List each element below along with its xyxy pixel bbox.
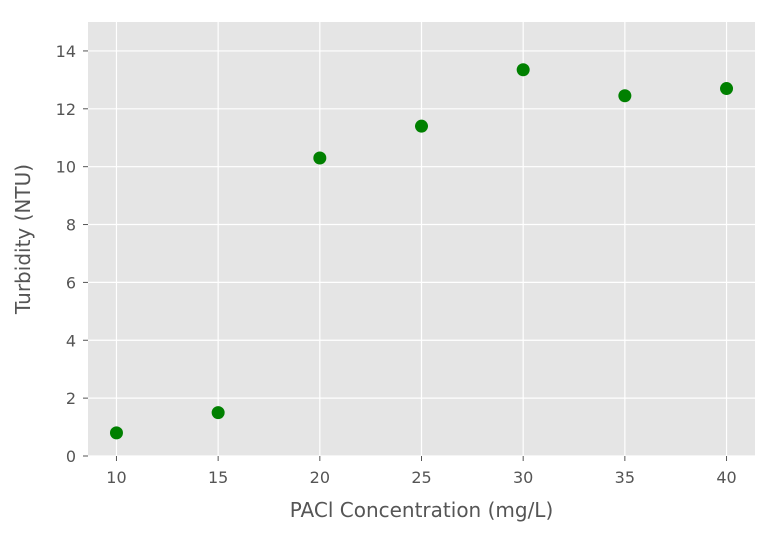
data-points — [109, 63, 734, 440]
y-axis-title: Turbidity (NTU) — [11, 164, 35, 315]
x-tick-label: 10 — [106, 468, 126, 487]
y-tick-label: 4 — [66, 331, 76, 350]
data-point — [720, 82, 734, 96]
x-tick-label: 15 — [208, 468, 228, 487]
y-tick-label: 8 — [66, 216, 76, 235]
y-tick-label: 0 — [66, 447, 76, 466]
x-axis-title: PACl Concentration (mg/L) — [290, 498, 554, 522]
ticks: 10 15 20 25 30 35 40 0 2 4 6 8 10 12 14 — [56, 42, 737, 487]
data-point — [516, 63, 530, 77]
data-point — [618, 89, 632, 103]
y-tick-label: 14 — [56, 42, 76, 61]
grid — [88, 22, 755, 457]
y-tick-label: 6 — [66, 273, 76, 292]
x-tick-label: 30 — [513, 468, 533, 487]
x-tick-label: 20 — [310, 468, 330, 487]
data-point — [313, 151, 327, 165]
data-point — [415, 119, 428, 133]
x-tick-label: 35 — [615, 468, 635, 487]
y-tick-label: 12 — [56, 100, 76, 119]
y-tick-label: 10 — [56, 158, 76, 177]
x-tick-label: 25 — [411, 468, 431, 487]
data-point — [211, 406, 225, 420]
data-point — [109, 426, 123, 440]
y-tick-label: 2 — [66, 389, 76, 408]
x-tick-label: 40 — [716, 468, 736, 487]
